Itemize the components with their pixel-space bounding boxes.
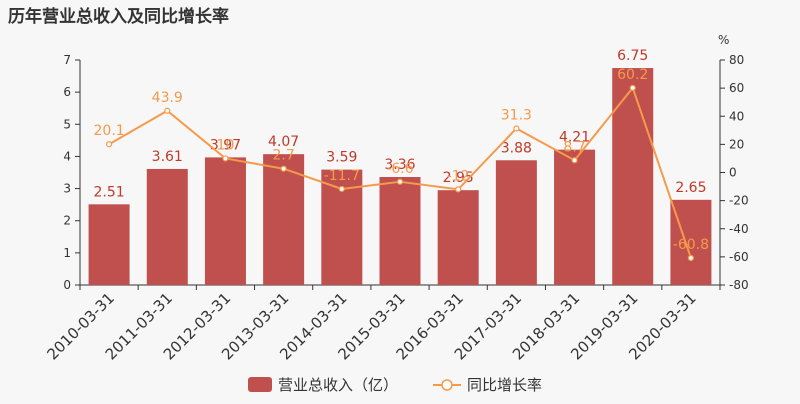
bar-data-label: 4.21 [559, 130, 590, 146]
line-point [164, 107, 171, 114]
line-point [571, 157, 578, 164]
line-data-label: -6.6 [386, 161, 413, 177]
right-tick-label: -80 [729, 278, 749, 292]
left-tick-label: 6 [63, 85, 71, 99]
line-point [280, 165, 287, 172]
line-data-label: -12 [447, 168, 470, 184]
legend-line-label: 同比增长率 [467, 376, 542, 394]
right-tick-label: 0 [729, 166, 737, 180]
bar-data-label: 3.97 [210, 137, 241, 153]
left-tick-label: 7 [63, 53, 71, 67]
bar-data-label: 3.36 [384, 157, 415, 173]
right-tick-label: 20 [729, 137, 744, 151]
bar [437, 190, 479, 285]
chart-title: 历年营业总收入及同比增长率 [8, 7, 229, 27]
bar [88, 204, 130, 285]
bar-data-label: 4.07 [268, 134, 299, 150]
bar [263, 154, 305, 285]
bar [670, 199, 712, 285]
line-point [396, 178, 404, 185]
line-point [222, 155, 229, 162]
bar-data-label: 3.61 [152, 149, 183, 165]
bar-data-label: 3.88 [501, 140, 532, 156]
right-tick-label: -20 [729, 194, 749, 208]
bar [612, 68, 654, 286]
line-point [513, 125, 520, 132]
bar [204, 157, 246, 285]
left-tick-label: 2 [63, 214, 71, 228]
right-tick-label: 80 [729, 53, 744, 67]
bar-data-label: 2.65 [675, 180, 706, 196]
right-axis-unit: % [718, 33, 729, 47]
bar [379, 177, 421, 285]
line-data-label: 10 [217, 137, 235, 153]
line-data-label: -60.8 [673, 237, 709, 253]
line-data-label: 8.7 [563, 139, 585, 155]
bar [554, 149, 596, 285]
line-point [687, 254, 695, 262]
line-point [455, 186, 462, 193]
line-point [338, 185, 345, 193]
legend-line-marker [441, 379, 453, 391]
line-data-label: 31.3 [501, 107, 532, 123]
bar [495, 160, 537, 285]
line-data-label: -11.7 [324, 168, 360, 184]
left-tick-label: 0 [63, 278, 71, 292]
left-tick-label: 4 [63, 149, 71, 163]
line-data-label: 43.9 [152, 90, 183, 106]
right-tick-label: 60 [729, 81, 744, 95]
line-point [629, 84, 636, 91]
bar [146, 168, 188, 285]
legend-bar-swatch [248, 377, 272, 392]
right-tick-label: 40 [729, 109, 744, 123]
left-tick-label: 1 [63, 246, 71, 260]
legend-bar-label: 营业总收入（亿） [278, 376, 398, 394]
line-point [105, 141, 113, 148]
line-data-label: 20.1 [94, 123, 125, 139]
left-tick-label: 5 [63, 117, 71, 131]
bar-data-label: 3.59 [326, 150, 357, 166]
right-tick-label: -40 [729, 222, 749, 236]
line-data-label: 60.2 [617, 67, 648, 83]
line-data-label: 2.7 [273, 148, 295, 164]
right-tick-label: -60 [729, 250, 749, 264]
bar-data-label: 2.51 [94, 184, 125, 200]
left-tick-label: 3 [63, 182, 71, 196]
bar-data-label: 6.75 [617, 48, 648, 64]
